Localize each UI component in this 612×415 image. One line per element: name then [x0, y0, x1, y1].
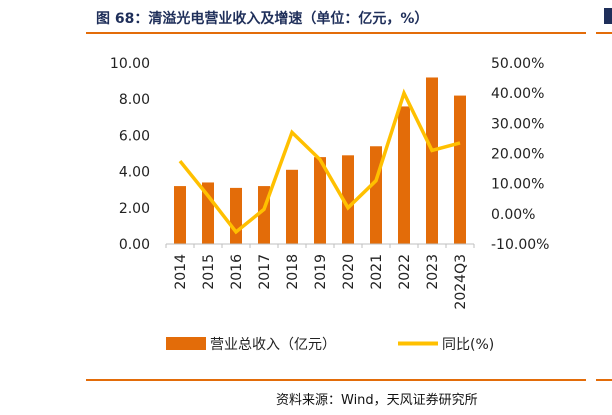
- legend-bar-label: 营业总收入（亿元）: [210, 337, 336, 353]
- revenue-bar: [398, 106, 410, 244]
- revenue-bar: [286, 169, 298, 244]
- x-tick-label: 2023: [425, 254, 441, 290]
- x-tick-label: 2022: [397, 254, 413, 290]
- x-tick-label: 2019: [313, 254, 329, 290]
- x-tick-label: 2015: [201, 254, 217, 290]
- next-figure-title-fragment: [604, 8, 612, 24]
- x-tick-label: 2017: [257, 254, 273, 290]
- revenue-bar: [370, 146, 382, 244]
- revenue-bar: [314, 157, 326, 244]
- revenue-bar: [342, 155, 354, 244]
- growth-line: [178, 88, 461, 235]
- right-tick-label: 40.00%: [491, 86, 544, 102]
- left-tick-label: 8.00: [119, 92, 150, 108]
- bottom-rule: [86, 379, 586, 381]
- legend-line-label: 同比(%): [442, 337, 494, 353]
- left-tick-label: 4.00: [119, 165, 150, 181]
- legend-bar-swatch: [166, 337, 206, 350]
- x-tick-label: 2018: [285, 254, 301, 290]
- revenue-bar: [230, 187, 242, 244]
- next-figure-title-rule: [596, 32, 612, 34]
- left-axis-ticks: 0.00 2.00 4.00 6.00 8.00 10.00: [110, 56, 150, 253]
- x-tick-label: 2014: [173, 254, 189, 290]
- x-axis-ticks: 2014 2015 2016 2017 2018 2019 2020 2021 2022 2023…: [165, 244, 475, 310]
- right-tick-label: -10.00%: [491, 237, 549, 253]
- x-tick-label: 2020: [341, 254, 357, 290]
- right-tick-label: 50.00%: [491, 56, 544, 72]
- right-tick-label: 0.00%: [491, 207, 535, 223]
- right-tick-label: 30.00%: [491, 116, 544, 132]
- legend: 营业总收入（亿元） 同比(%): [166, 337, 494, 353]
- left-tick-label: 6.00: [119, 128, 150, 144]
- revenue-bar: [174, 186, 186, 244]
- right-axis-ticks: -10.00% 0.00% 10.00% 20.00% 30.00% 40.00% 50.0…: [491, 56, 549, 253]
- x-tick-label: 2016: [229, 254, 245, 290]
- x-tick-label: 2021: [369, 254, 385, 290]
- right-tick-label: 20.00%: [491, 147, 544, 163]
- left-tick-label: 10.00: [110, 56, 150, 72]
- revenue-bar: [426, 77, 438, 244]
- title-rule: [86, 32, 586, 34]
- left-tick-label: 0.00: [119, 237, 150, 253]
- x-tick-label: 2024Q3: [453, 254, 469, 310]
- right-tick-label: 10.00%: [491, 177, 544, 193]
- next-figure-bottom-rule: [596, 379, 612, 381]
- left-tick-label: 2.00: [119, 201, 150, 217]
- revenue-bar: [454, 95, 466, 244]
- source-note: 资料来源：Wind，天风证券研究所: [276, 393, 478, 408]
- chart-title: 图 68：清溢光电营业收入及增速（单位：亿元，%）: [96, 11, 429, 27]
